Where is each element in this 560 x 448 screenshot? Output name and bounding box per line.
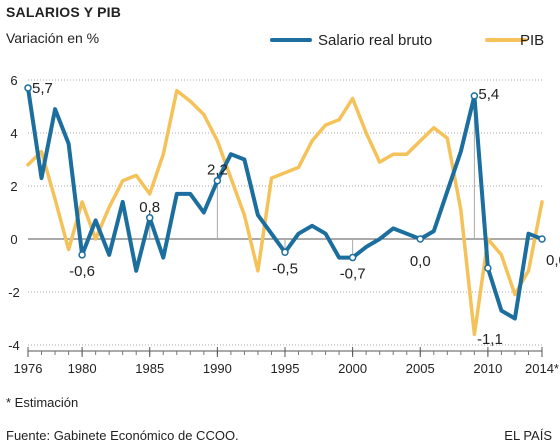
data-label: -1,1 bbox=[477, 331, 503, 348]
data-point-marker bbox=[470, 92, 479, 100]
data-label: 0,8 bbox=[139, 199, 160, 216]
data-label: -0,6 bbox=[69, 263, 95, 280]
data-point-marker bbox=[281, 248, 289, 256]
x-tick-label: 2005 bbox=[406, 361, 435, 376]
y-tick-label: 2 bbox=[10, 179, 17, 194]
data-point-marker bbox=[213, 176, 222, 185]
data-point-marker bbox=[145, 214, 154, 222]
data-label: -0,5 bbox=[272, 260, 298, 277]
x-tick-label: 1990 bbox=[203, 361, 232, 376]
data-label: 0,0 bbox=[546, 252, 560, 269]
series-line-pib bbox=[26, 88, 544, 337]
legend: Salario real bruto PIB bbox=[270, 32, 544, 49]
x-tick-label: 2000 bbox=[338, 361, 367, 376]
data-point-marker bbox=[538, 235, 546, 243]
data-point-marker bbox=[484, 264, 492, 272]
source-credit: Fuente: Gabinete Económico de CCOO. bbox=[6, 428, 239, 443]
estimate-note: * Estimación bbox=[6, 395, 79, 410]
x-tick-label: 1985 bbox=[135, 361, 164, 376]
data-point-marker bbox=[24, 84, 32, 92]
x-tick-label: 2014* bbox=[525, 361, 559, 376]
x-tick-label: 1980 bbox=[68, 361, 97, 376]
x-tick-label: 1976 bbox=[14, 361, 43, 376]
x-tick-label: 1995 bbox=[271, 361, 300, 376]
data-label: 0,0 bbox=[410, 253, 431, 270]
y-tick-label: -4 bbox=[8, 338, 20, 353]
y-tick-label: 6 bbox=[10, 73, 17, 88]
data-point-marker bbox=[348, 253, 357, 262]
y-tick-label: -2 bbox=[8, 285, 20, 300]
legend-label: PIB bbox=[520, 32, 544, 49]
series-line-salario bbox=[26, 85, 544, 321]
data-point-marker bbox=[78, 251, 86, 259]
chart-title: SALARIOS Y PIB bbox=[6, 4, 122, 20]
data-label: -0,7 bbox=[340, 266, 366, 283]
legend-label: Salario real bruto bbox=[318, 32, 432, 49]
chart-subtitle: Variación en % bbox=[6, 30, 100, 46]
y-tick-label: 4 bbox=[10, 126, 17, 141]
publisher-credit: EL PAÍS bbox=[504, 428, 552, 443]
data-point-marker bbox=[416, 235, 425, 243]
y-tick-label: 0 bbox=[10, 232, 17, 247]
data-label: 2,2 bbox=[207, 162, 228, 179]
data-label: 5,7 bbox=[32, 80, 53, 97]
data-label: 5,4 bbox=[478, 86, 499, 103]
x-tick-label: 2010 bbox=[473, 361, 502, 376]
